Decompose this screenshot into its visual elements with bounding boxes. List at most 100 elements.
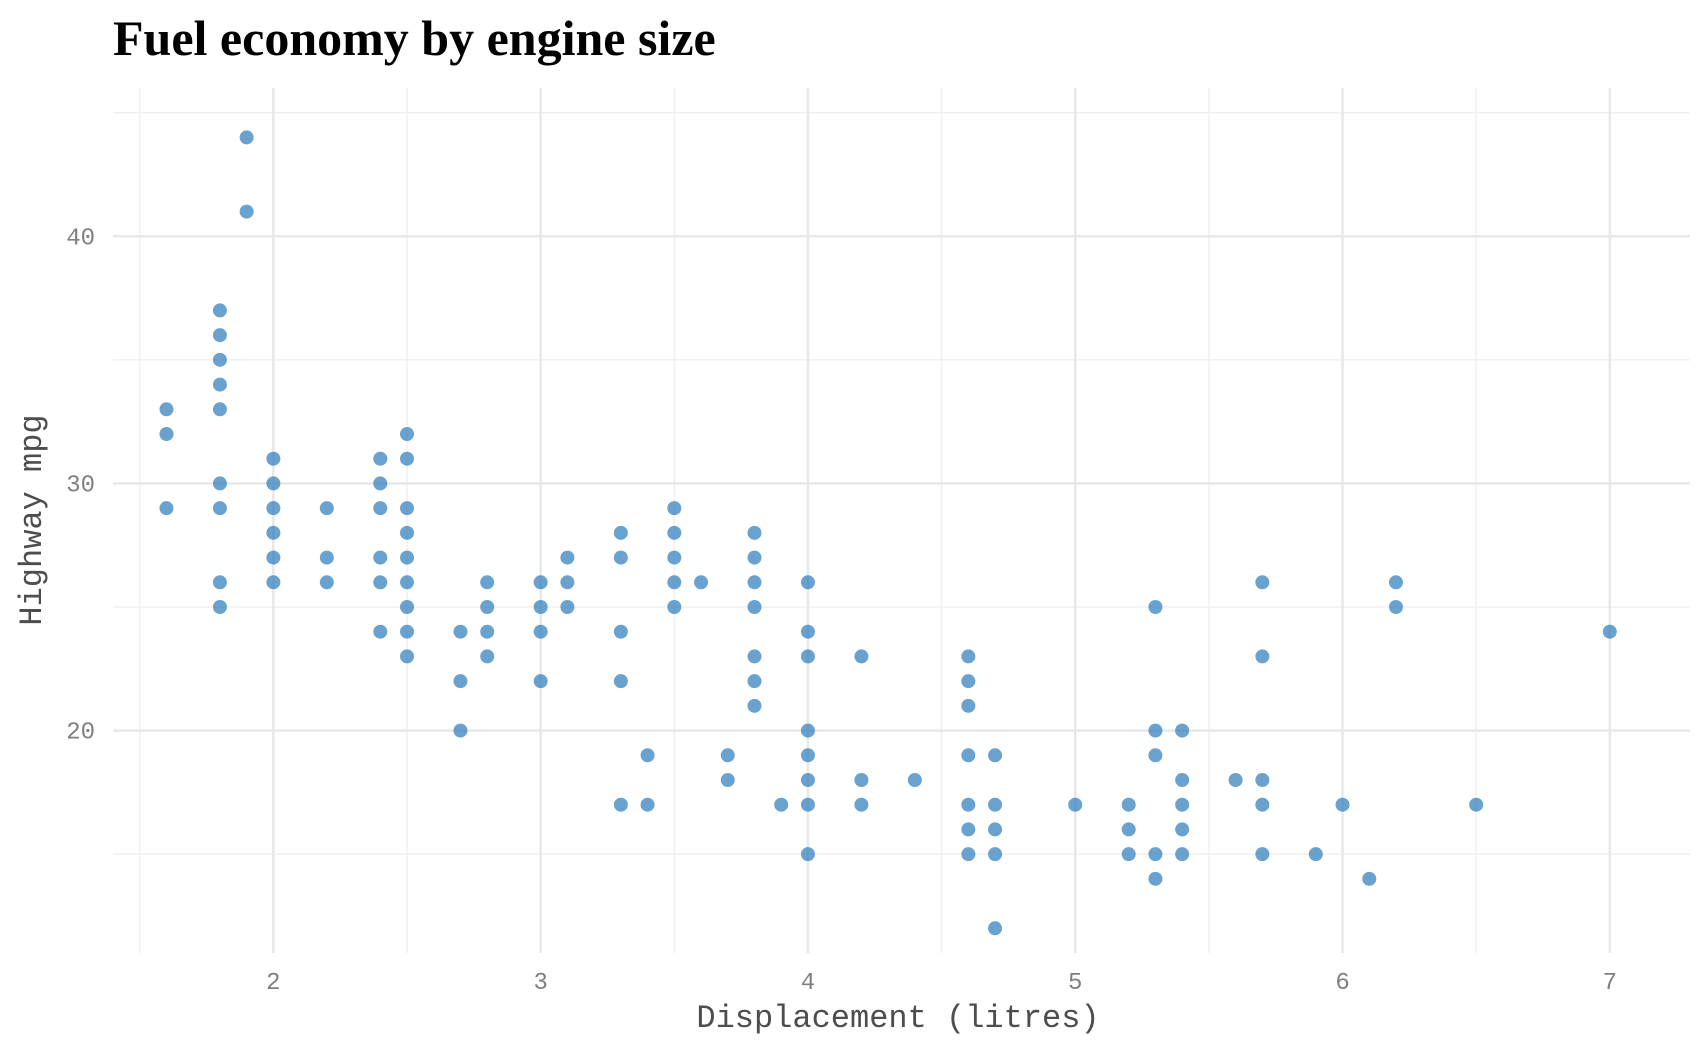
data-point (747, 649, 762, 664)
data-point (400, 427, 415, 441)
data-point (1068, 797, 1083, 812)
data-point (319, 550, 334, 565)
data-point (159, 501, 174, 516)
data-points (159, 130, 1617, 936)
data-point (319, 501, 334, 516)
data-point (212, 501, 227, 516)
data-point (266, 476, 281, 491)
data-point (747, 525, 762, 540)
data-point (1228, 773, 1243, 787)
data-point (613, 550, 628, 565)
data-point (667, 550, 682, 565)
data-point (613, 797, 628, 812)
data-point (854, 649, 869, 664)
data-point (212, 402, 227, 417)
data-point (1148, 723, 1163, 738)
data-point (1175, 847, 1190, 862)
data-point (212, 303, 227, 318)
data-point (1362, 871, 1377, 886)
data-point (319, 575, 334, 590)
data-point (480, 600, 495, 614)
data-point (667, 501, 682, 516)
data-point (373, 550, 388, 565)
data-point (613, 525, 628, 540)
data-point (961, 822, 976, 837)
x-tick-label: 7 (1603, 970, 1617, 997)
data-point (720, 773, 735, 787)
data-point (1308, 847, 1323, 862)
data-point (159, 402, 174, 417)
data-point (747, 550, 762, 565)
data-point (800, 624, 815, 639)
data-point (400, 525, 415, 540)
data-point (400, 600, 415, 614)
data-point (613, 624, 628, 639)
data-point (613, 674, 628, 689)
data-point (212, 575, 227, 590)
data-point (373, 451, 388, 466)
data-point (961, 847, 976, 862)
data-point (747, 674, 762, 689)
data-point (212, 328, 227, 343)
data-point (988, 822, 1003, 837)
y-axis-ticks: 20 30 40 (66, 225, 95, 746)
data-point (212, 352, 227, 367)
data-point (1388, 575, 1403, 590)
x-tick-label: 2 (266, 970, 280, 997)
x-tick-label: 5 (1068, 970, 1082, 997)
data-point (266, 501, 281, 516)
data-point (988, 797, 1003, 812)
data-point (1148, 600, 1163, 614)
data-point (640, 797, 655, 812)
data-point (453, 723, 468, 738)
y-tick-label: 40 (66, 225, 95, 252)
data-point (159, 427, 174, 441)
data-point (400, 501, 415, 516)
data-point (266, 550, 281, 565)
x-tick-label: 6 (1335, 970, 1349, 997)
data-point (212, 600, 227, 614)
data-point (1148, 871, 1163, 886)
data-point (774, 797, 789, 812)
data-point (667, 600, 682, 614)
data-point (533, 575, 548, 590)
data-point (800, 575, 815, 590)
data-point (266, 525, 281, 540)
data-point (373, 575, 388, 590)
y-tick-label: 20 (66, 720, 95, 747)
data-point (667, 525, 682, 540)
y-tick-label: 30 (66, 472, 95, 499)
data-point (533, 600, 548, 614)
data-point (453, 624, 468, 639)
data-point (1602, 624, 1617, 639)
x-tick-label: 4 (801, 970, 815, 997)
data-point (1469, 797, 1484, 812)
data-point (800, 773, 815, 787)
data-point (266, 451, 281, 466)
data-point (800, 723, 815, 738)
data-point (373, 624, 388, 639)
data-point (239, 130, 254, 145)
x-axis-ticks: 2 3 4 5 6 7 (266, 970, 1617, 997)
data-point (1121, 847, 1136, 862)
data-point (961, 797, 976, 812)
data-point (560, 575, 575, 590)
data-point (212, 377, 227, 392)
data-point (1255, 797, 1270, 812)
x-axis-title: Displacement (litres) (696, 1000, 1099, 1037)
data-point (533, 674, 548, 689)
data-point (747, 698, 762, 713)
data-point (854, 797, 869, 812)
data-point (800, 847, 815, 862)
data-point (988, 921, 1003, 936)
data-point (747, 575, 762, 590)
data-point (694, 575, 709, 590)
data-point (1148, 748, 1163, 763)
data-point (961, 748, 976, 763)
data-point (747, 600, 762, 614)
data-point (480, 649, 495, 664)
data-point (1175, 797, 1190, 812)
data-point (800, 748, 815, 763)
data-point (1175, 773, 1190, 787)
